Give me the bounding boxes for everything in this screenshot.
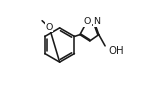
Text: N: N [94,17,100,26]
Text: OH: OH [109,46,124,56]
Text: O: O [46,23,53,32]
Text: O: O [84,17,91,26]
